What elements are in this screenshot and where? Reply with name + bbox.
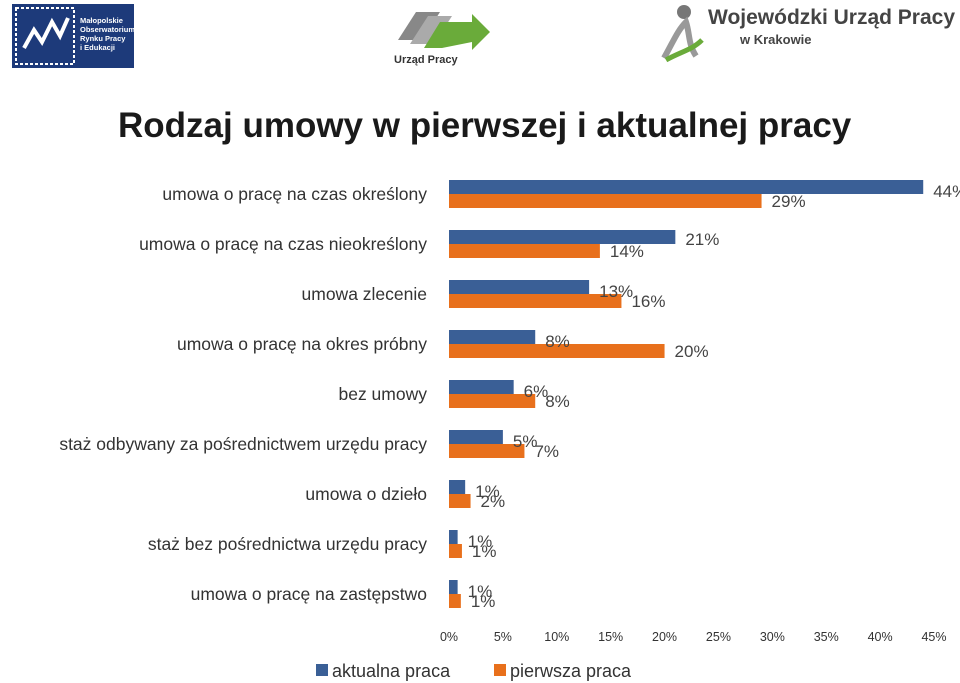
mopre-logo: Małopolskie Obserwatorium Rynku Pracy i … bbox=[12, 4, 136, 68]
category-label: umowa o dzieło bbox=[305, 484, 427, 504]
legend: aktualna praca pierwsza praca bbox=[316, 661, 632, 681]
bar-aktualna bbox=[449, 480, 466, 494]
x-axis: 0% 5% 10% 15% 20% 25% 30% 35% 40% 45% bbox=[440, 630, 947, 644]
x-tick-label: 45% bbox=[921, 630, 946, 644]
legend-swatch bbox=[494, 664, 506, 676]
wup-logo: Wojewódzki Urząd Pracy w Krakowie bbox=[656, 0, 956, 70]
data-label: 7% bbox=[534, 442, 559, 461]
x-tick-label: 5% bbox=[494, 630, 512, 644]
data-label: 1% bbox=[468, 582, 493, 601]
data-label: 5% bbox=[513, 432, 538, 451]
category-label: bez umowy bbox=[338, 384, 427, 404]
logo-left-label: Małopolskie Obserwatorium Rynku Pracy i … bbox=[80, 16, 136, 52]
data-label: 14% bbox=[610, 242, 644, 261]
data-label: 6% bbox=[524, 382, 549, 401]
bar-pierwsza bbox=[449, 444, 525, 458]
bars bbox=[449, 180, 924, 608]
x-tick-label: 30% bbox=[760, 630, 785, 644]
x-tick-label: 0% bbox=[440, 630, 458, 644]
legend-swatch bbox=[316, 664, 328, 676]
bar-aktualna bbox=[449, 530, 458, 544]
category-labels: umowa o pracę na czas określony umowa o p… bbox=[59, 184, 427, 604]
x-tick-label: 40% bbox=[868, 630, 893, 644]
bar-pierwsza bbox=[449, 494, 471, 508]
data-label: 44% bbox=[933, 182, 960, 201]
bar-pierwsza bbox=[449, 244, 600, 258]
bar-pierwsza bbox=[449, 194, 762, 208]
data-label: 21% bbox=[685, 230, 719, 249]
bar-pierwsza bbox=[449, 394, 536, 408]
legend-label: pierwsza praca bbox=[510, 661, 632, 681]
data-label: 1% bbox=[475, 482, 500, 501]
bar-aktualna bbox=[449, 580, 458, 594]
bar-aktualna bbox=[449, 230, 676, 244]
x-tick-label: 20% bbox=[652, 630, 677, 644]
category-label: umowa zlecenie bbox=[302, 284, 427, 304]
legend-label: aktualna praca bbox=[332, 661, 451, 681]
chart-title: Rodzaj umowy w pierwszej i aktualnej pra… bbox=[118, 106, 852, 145]
x-tick-label: 25% bbox=[706, 630, 731, 644]
x-tick-label: 15% bbox=[598, 630, 623, 644]
logo-mid-label: Urząd Pracy bbox=[394, 54, 458, 66]
bar-pierwsza bbox=[449, 594, 461, 608]
x-tick-label: 10% bbox=[544, 630, 569, 644]
bar-aktualna bbox=[449, 380, 514, 394]
data-label: 16% bbox=[631, 292, 665, 311]
category-label: umowa o pracę na okres próbny bbox=[177, 334, 427, 354]
category-label: umowa o pracę na czas nieokreślony bbox=[139, 234, 427, 254]
x-tick-label: 35% bbox=[814, 630, 839, 644]
data-label: 20% bbox=[675, 342, 709, 361]
data-label: 13% bbox=[599, 282, 633, 301]
header: Małopolskie Obserwatorium Rynku Pracy i … bbox=[0, 0, 960, 78]
category-label: umowa o pracę na zastępstwo bbox=[191, 584, 427, 604]
category-label: staż bez pośrednictwa urzędu pracy bbox=[148, 534, 427, 554]
logo-right-line2: w Krakowie bbox=[740, 32, 812, 47]
data-label: 8% bbox=[545, 332, 570, 351]
data-labels: 44%21%13%8%6%5%1%1%1%29%14%16%20%8%7%2%1… bbox=[468, 182, 960, 611]
bar-aktualna bbox=[449, 330, 536, 344]
urzad-pracy-logo: Urząd Pracy bbox=[388, 4, 498, 68]
bar-aktualna bbox=[449, 430, 503, 444]
mopre-logo-icon bbox=[15, 7, 75, 65]
data-label: 2% bbox=[481, 492, 506, 511]
figure-logo-icon bbox=[661, 5, 704, 63]
data-label: 29% bbox=[772, 192, 806, 211]
logo-right-line1: Wojewódzki Urząd Pracy bbox=[708, 6, 956, 29]
category-label: umowa o pracę na czas określony bbox=[162, 184, 427, 204]
bar-aktualna bbox=[449, 180, 924, 194]
data-label: 1% bbox=[472, 542, 497, 561]
data-label: 1% bbox=[468, 532, 493, 551]
category-label: staż odbywany za pośrednictwem urzędu pr… bbox=[59, 434, 427, 454]
arrow-logo-icon bbox=[398, 12, 490, 50]
bar-pierwsza bbox=[449, 544, 462, 558]
bar-aktualna bbox=[449, 280, 590, 294]
bar-pierwsza bbox=[449, 294, 622, 308]
data-label: 1% bbox=[471, 592, 496, 611]
data-label: 8% bbox=[545, 392, 570, 411]
bar-pierwsza bbox=[449, 344, 665, 358]
